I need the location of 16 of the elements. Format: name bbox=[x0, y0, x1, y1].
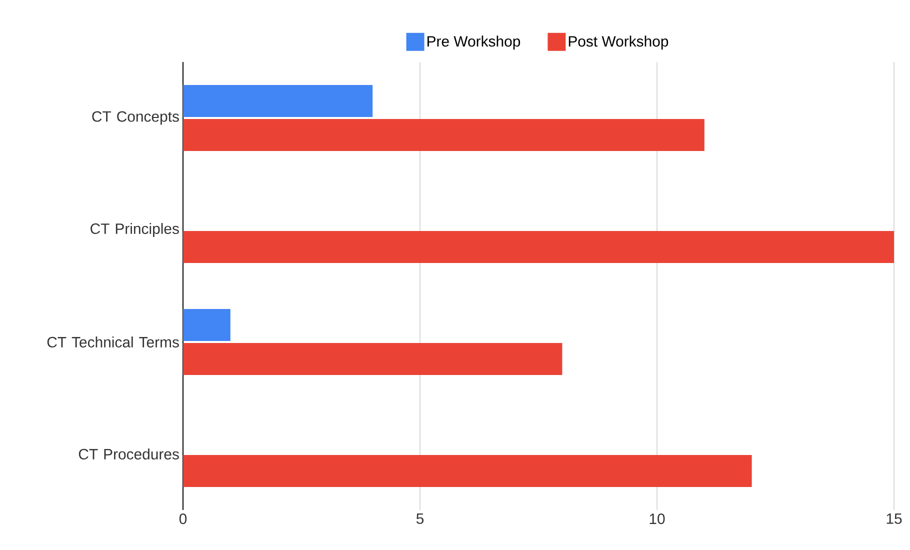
y-tick-label: CT Concepts bbox=[92, 111, 179, 125]
x-tick-label: 0 bbox=[179, 514, 187, 524]
bar bbox=[183, 118, 704, 151]
y-tick-label: CT Principles bbox=[90, 223, 179, 237]
bar bbox=[183, 230, 894, 263]
bar bbox=[183, 342, 562, 375]
y-tick-label: CT Procedures bbox=[78, 448, 179, 460]
legend-label: Pre Workshop bbox=[428, 36, 520, 50]
bar bbox=[183, 454, 752, 487]
x-tick-label: 10 bbox=[650, 514, 665, 524]
x-tick-label: 15 bbox=[886, 514, 902, 524]
bar bbox=[183, 308, 230, 341]
bar bbox=[183, 84, 373, 117]
legend-label: Post Workshop bbox=[568, 36, 668, 50]
x-tick-label: 5 bbox=[416, 514, 424, 524]
y-tick-label: CT Technical Terms bbox=[47, 336, 179, 348]
